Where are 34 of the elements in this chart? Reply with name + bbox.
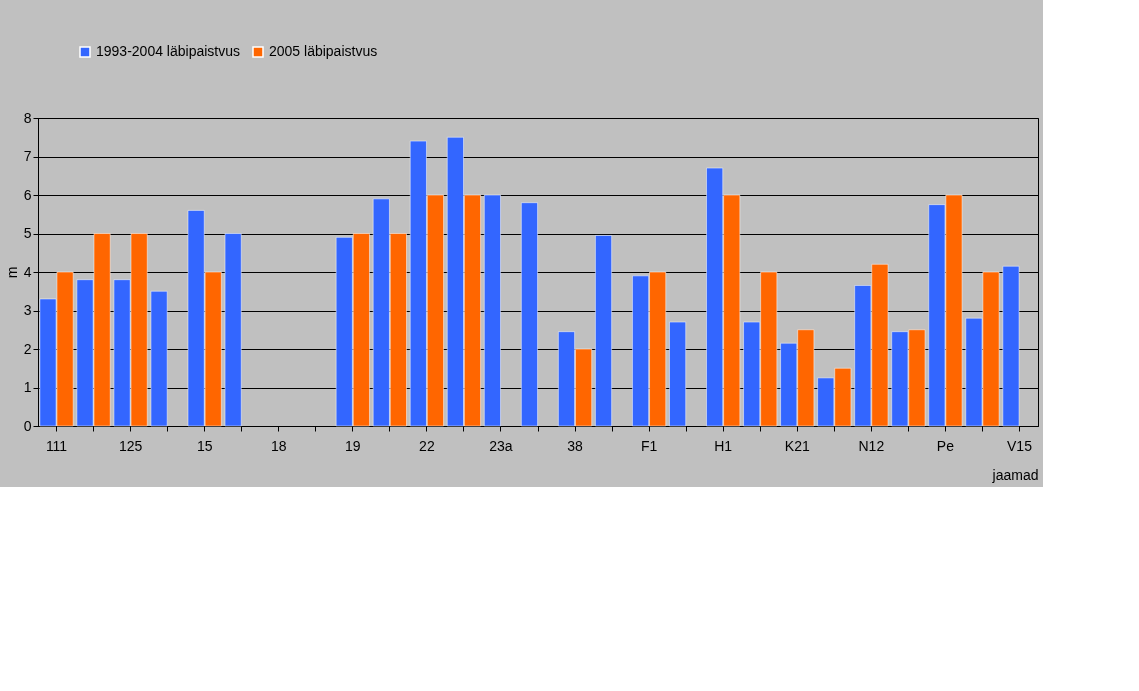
y-tick-label: 2 <box>23 340 32 357</box>
y-tick-label: 4 <box>23 263 32 280</box>
y-tick-label: 5 <box>23 225 32 241</box>
y-axis-title: m <box>3 266 20 279</box>
x-tick-label: 38 <box>567 437 584 454</box>
x-axis-title: jaamad <box>991 466 1039 483</box>
bar <box>150 291 168 427</box>
x-tick-label: F1 <box>640 437 658 454</box>
x-tick-label: K21 <box>784 437 810 454</box>
x-tick-label: V15 <box>1007 437 1033 454</box>
legend-label: 2005 läbipaistvus <box>269 43 378 59</box>
y-tick-label: 7 <box>23 148 32 164</box>
bar <box>595 235 612 427</box>
y-tick-label: 8 <box>23 109 32 126</box>
x-tick-label: 15 <box>196 437 213 454</box>
x-tick-label: Pe <box>936 437 955 454</box>
x-tick-label: N12 <box>858 437 885 454</box>
y-tick-label: 1 <box>23 379 32 395</box>
x-tick-label: 125 <box>118 437 143 454</box>
bar <box>224 233 242 427</box>
x-tick-label: 22 <box>419 437 435 454</box>
x-tick-label: 19 <box>345 437 361 454</box>
y-tick-label: 3 <box>23 302 32 318</box>
y-tick-label: 0 <box>23 417 32 434</box>
bar <box>1002 265 1020 427</box>
bar <box>669 321 686 427</box>
bar <box>521 202 538 427</box>
x-tick-label: 23a <box>489 437 513 454</box>
x-tick-label: 18 <box>270 437 287 454</box>
x-tick-label: 111 <box>45 437 68 454</box>
legend-label: 1993-2004 läbipaistvus <box>96 43 240 59</box>
y-tick-label: 6 <box>23 186 32 203</box>
x-tick-label: H1 <box>714 437 733 454</box>
bar <box>484 194 501 427</box>
